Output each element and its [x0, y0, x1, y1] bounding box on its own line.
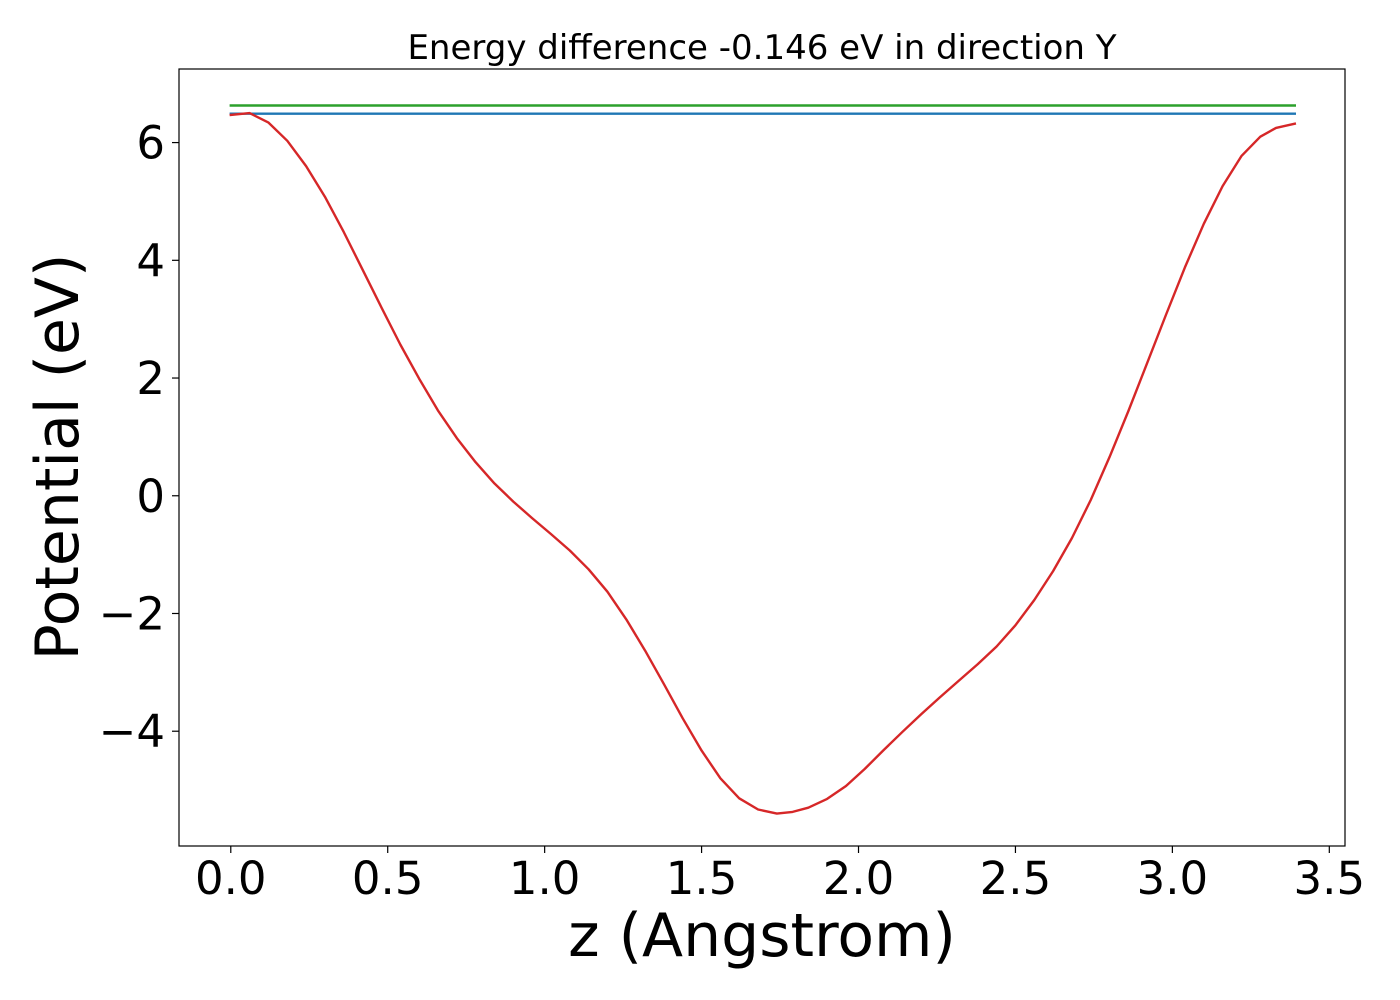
- y-axis-label: Potential (eV): [23, 254, 93, 661]
- x-tick-label: 2.0: [823, 852, 895, 905]
- series-line-2: [229, 111, 1297, 815]
- x-tick-label: 0.5: [352, 852, 424, 905]
- y-tick-label: 0: [136, 470, 165, 523]
- y-tick-label: −4: [99, 705, 165, 758]
- y-axis-ticks: 6 4 2 0 −2 −4: [99, 117, 179, 758]
- x-tick-label: 3.5: [1294, 852, 1366, 905]
- chart-title: Energy difference -0.146 eV in direction…: [407, 28, 1116, 68]
- x-tick-label: 1.5: [666, 852, 738, 905]
- x-tick-label: 3.0: [1137, 852, 1209, 905]
- y-tick-label: 6: [136, 117, 165, 170]
- x-tick-label: 2.5: [980, 852, 1052, 905]
- x-tick-label: 1.0: [509, 852, 581, 905]
- y-tick-label: 4: [136, 234, 165, 287]
- x-axis-label: z (Angstrom): [568, 901, 956, 971]
- x-axis-ticks: 0.0 0.5 1.0 1.5 2.0 2.5 3.0 3.5: [195, 846, 1365, 905]
- x-tick-label: 0.0: [195, 852, 267, 905]
- y-tick-label: 2: [136, 352, 165, 405]
- y-tick-label: −2: [99, 587, 165, 640]
- plot-frame: [178, 68, 1346, 847]
- plot-series: [229, 104, 1297, 815]
